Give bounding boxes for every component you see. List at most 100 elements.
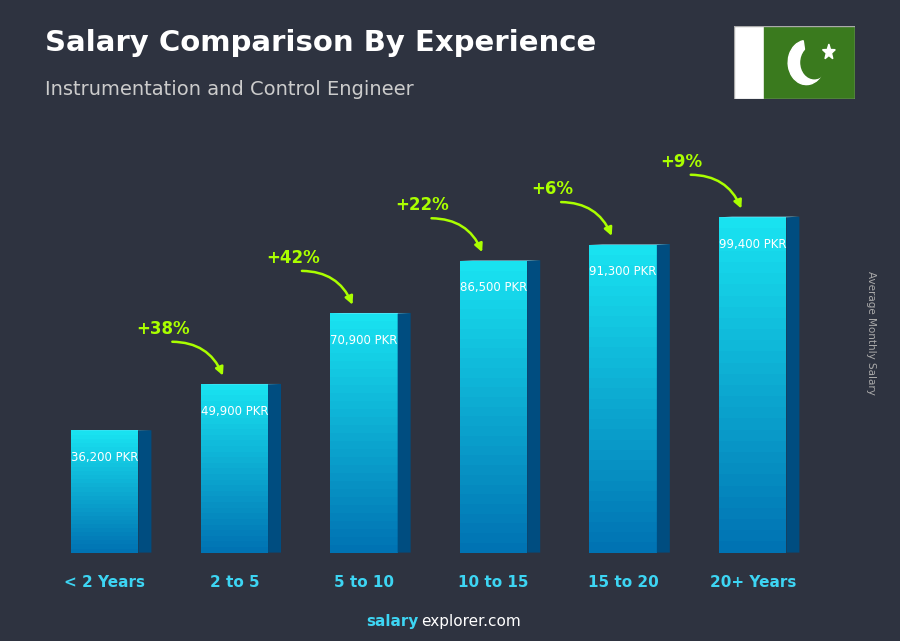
Bar [330,520,398,529]
Bar [330,385,398,393]
Bar [201,513,268,519]
Bar [330,497,398,504]
Bar [201,536,268,542]
Bar [460,378,527,387]
Bar [590,327,657,337]
Bar [201,530,268,536]
Bar [201,446,268,452]
Text: 99,400 PKR: 99,400 PKR [719,238,787,251]
Bar [460,465,527,475]
Polygon shape [398,313,410,553]
Bar [719,251,787,262]
Text: +38%: +38% [136,320,190,338]
Bar [460,280,527,290]
Bar [71,492,139,495]
Bar [590,429,657,440]
Bar [460,368,527,378]
Bar [590,306,657,317]
Bar [330,321,398,329]
Bar [330,425,398,433]
Bar [201,435,268,440]
Bar [460,513,527,524]
Bar [590,296,657,306]
Text: 49,900 PKR: 49,900 PKR [201,404,268,417]
Bar [590,337,657,347]
Bar [460,348,527,358]
Bar [460,475,527,485]
Text: +42%: +42% [266,249,320,267]
Bar [330,337,398,345]
Bar [719,452,787,463]
Bar [719,407,787,419]
Bar [330,329,398,337]
Bar [330,369,398,377]
Bar [460,261,527,271]
Bar [719,508,787,519]
Bar [330,545,398,553]
Bar [71,504,139,508]
Bar [330,513,398,520]
Text: 70,900 PKR: 70,900 PKR [330,334,398,347]
Bar [590,399,657,409]
Bar [590,491,657,501]
Text: Average Monthly Salary: Average Monthly Salary [866,271,877,395]
Bar [71,463,139,467]
Bar [460,455,527,465]
Bar [719,530,787,542]
Text: 36,200 PKR: 36,200 PKR [71,451,139,463]
Bar [330,537,398,545]
Bar [590,470,657,481]
Bar [201,463,268,469]
Bar [71,524,139,528]
Bar [590,409,657,419]
Bar [71,479,139,483]
Bar [460,504,527,513]
Bar [330,465,398,473]
Text: 20+ Years: 20+ Years [709,575,796,590]
Bar [71,483,139,487]
Bar [330,313,398,321]
Bar [719,385,787,396]
Bar [719,441,787,452]
Text: 91,300 PKR: 91,300 PKR [590,265,657,278]
Bar [460,436,527,445]
Bar [71,467,139,471]
Bar [590,378,657,388]
Bar [719,419,787,429]
Polygon shape [657,244,670,553]
Bar [71,516,139,520]
Bar [330,377,398,385]
Bar [719,228,787,240]
Bar [590,481,657,491]
Text: +6%: +6% [531,180,573,198]
Bar [330,489,398,497]
Bar [719,463,787,474]
Bar [590,522,657,532]
Bar [201,418,268,424]
Bar [201,452,268,457]
Bar [460,524,527,533]
Text: 86,500 PKR: 86,500 PKR [460,281,527,294]
Bar [71,475,139,479]
Bar [330,504,398,513]
Bar [460,406,527,417]
Bar [201,474,268,479]
Text: Instrumentation and Control Engineer: Instrumentation and Control Engineer [45,80,414,99]
Bar [201,401,268,406]
Bar [590,265,657,276]
Bar [719,351,787,363]
Bar [460,290,527,300]
Text: Salary Comparison By Experience: Salary Comparison By Experience [45,29,596,57]
Bar [71,447,139,451]
Bar [590,317,657,327]
Bar [460,417,527,426]
Bar [71,512,139,516]
Bar [734,26,764,99]
Bar [719,306,787,318]
Bar [201,457,268,463]
Bar [460,329,527,338]
Bar [71,471,139,475]
Bar [590,358,657,368]
Bar [71,508,139,512]
Bar [460,358,527,368]
